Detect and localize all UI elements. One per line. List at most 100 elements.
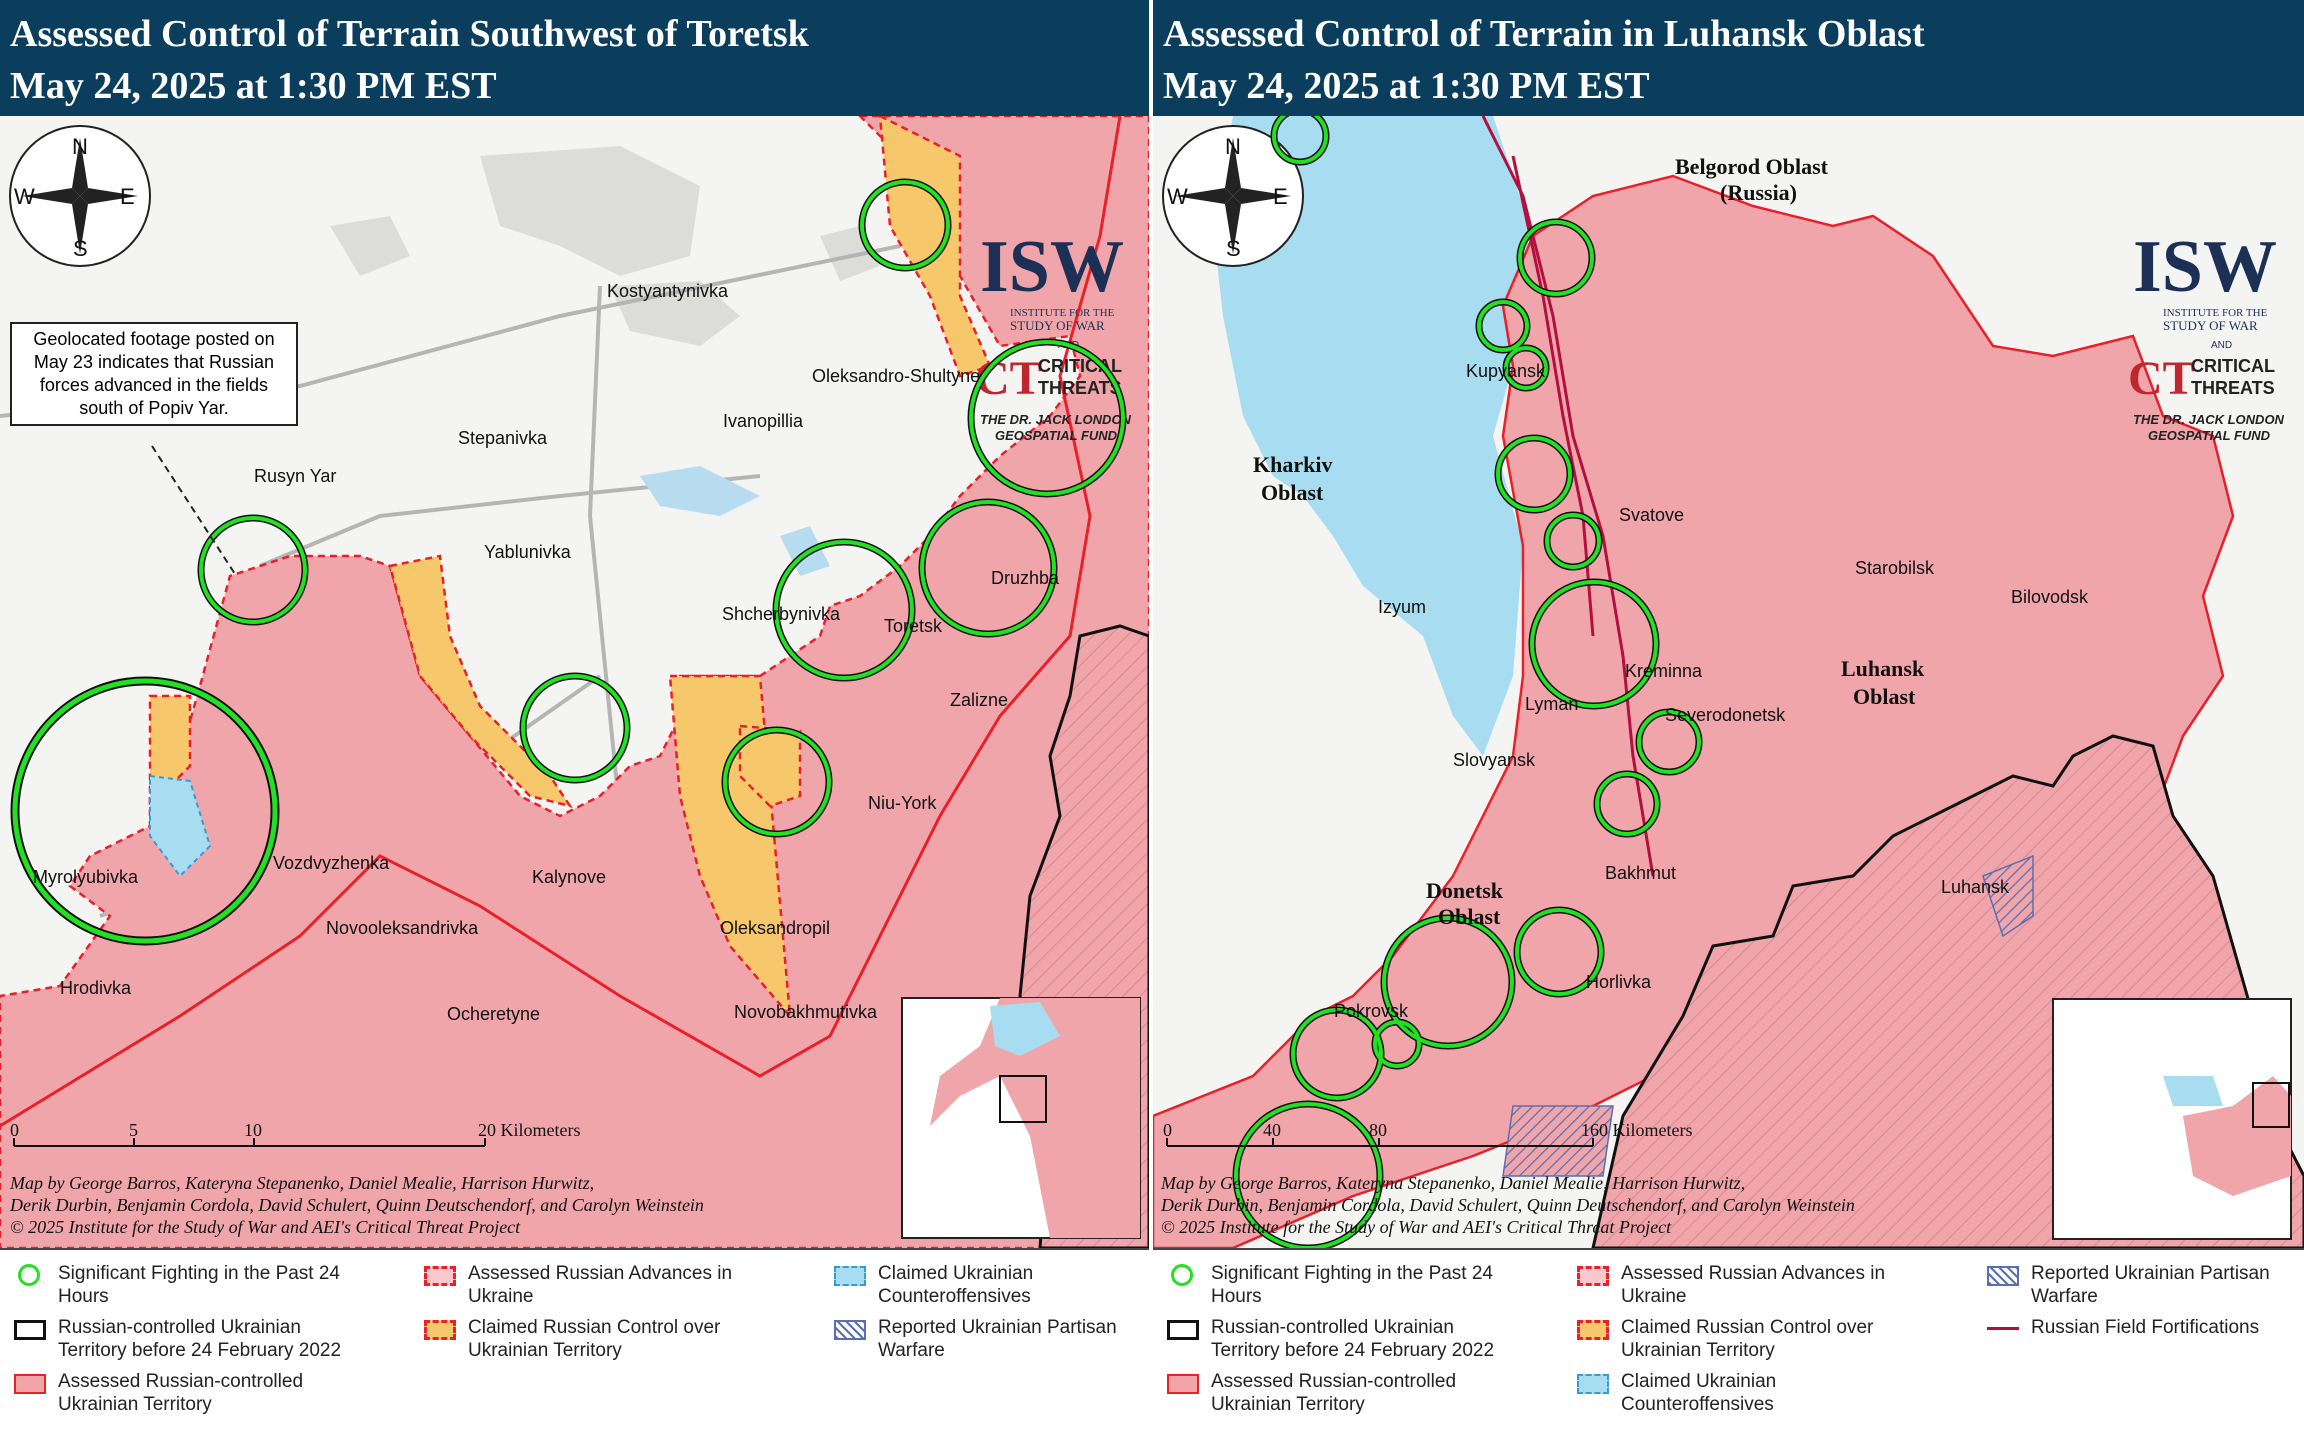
urban-areas <box>330 146 880 346</box>
fighting-ring <box>723 728 831 836</box>
label-druzhba: Druzhba <box>991 568 1060 588</box>
legend-swatch-fighting <box>1171 1264 1193 1286</box>
right-title-line1: Assessed Control of Terrain in Luhansk O… <box>1163 13 1925 55</box>
and-text: AND <box>2211 340 2232 351</box>
place-labels: Belgorod Oblast (Russia) Kupyansk Kharki… <box>1253 154 2089 1021</box>
legend-label-fortifications: Russian Field Fortifications <box>2031 1317 2260 1338</box>
fighting-ring <box>1637 710 1701 774</box>
right-map: N S W E ISW INSTITUTE FOR THE STUDY OF W… <box>1153 116 2304 1248</box>
scale-bar: 0 40 80 160 Kilometers <box>1163 1120 1692 1147</box>
label-oleksandro-shultyne: Oleksandro-Shultyne <box>812 366 980 386</box>
left-map: ISW INSTITUTE FOR THE STUDY OF WAR AND C… <box>0 116 1149 1248</box>
scale-40: 40 <box>1263 1120 1281 1140</box>
panel-divider <box>1149 0 1153 1440</box>
compass-rose: N S W E <box>9 125 151 267</box>
label-myrolyubivka: Myrolyubivka <box>33 867 139 887</box>
scale-80: 80 <box>1369 1120 1387 1140</box>
right-header: Assessed Control of Terrain in Luhansk O… <box>1153 0 2304 116</box>
legend-swatch-advances <box>424 1266 456 1286</box>
legend-item-fighting: Significant Fighting in the Past 24 Hour… <box>1171 1262 1511 1308</box>
scale-20: 20 Kilometers <box>478 1120 580 1140</box>
scale-0: 0 <box>10 1120 19 1140</box>
isw-logo-text: ISW <box>980 226 1124 308</box>
scale-0: 0 <box>1163 1120 1172 1140</box>
fighting-ring <box>521 674 629 782</box>
label-lyman: Lyman <box>1525 694 1578 714</box>
legend-swatch-partisan <box>834 1320 866 1340</box>
legend-item-counteroffensives: Claimed Ukrainian Counteroffensives <box>1577 1370 1921 1416</box>
label-novooleksandrivka: Novooleksandrivka <box>326 918 479 938</box>
label-niu-york: Niu-York <box>868 793 937 813</box>
fighting-ring <box>12 678 278 944</box>
legend-label-partisan: Reported Ukrainian Partisan Warfare <box>2031 1263 2270 1307</box>
fighting-ring <box>1496 436 1572 512</box>
right-title: Assessed Control of Terrain in Luhansk O… <box>1163 8 1925 112</box>
label-shcherbynivka: Shcherbynivka <box>722 604 841 624</box>
legend-item-partisan: Reported Ukrainian Partisan Warfare <box>1987 1262 2293 1308</box>
label-kreminna: Kreminna <box>1625 661 1703 681</box>
ukrainian-counteroffensive <box>149 774 212 878</box>
callout-leader-line <box>151 445 236 575</box>
scale-160: 160 Kilometers <box>1581 1120 1692 1140</box>
legend-label-partisan: Reported Ukrainian Partisan Warfare <box>878 1317 1117 1361</box>
fighting-ring <box>1545 513 1601 569</box>
map-credits: Map by George Barros, Kateryna Stepanenk… <box>1160 1173 1855 1237</box>
right-map-panel: Assessed Control of Terrain in Luhansk O… <box>1153 0 2304 1440</box>
legend-item-pre2022: Russian-controlled Ukrainian Territory b… <box>1167 1316 1511 1362</box>
scale-10: 10 <box>244 1120 262 1140</box>
isw-sub1: INSTITUTE FOR THE <box>2163 307 2268 319</box>
legend-item-advances: Assessed Russian Advances in Ukraine <box>1577 1262 1921 1308</box>
ct-sub2: THREATS <box>1038 378 1122 398</box>
fighting-ring <box>1291 1008 1383 1100</box>
legend-item-partisan: Reported Ukrainian Partisan Warfare <box>834 1316 1138 1362</box>
compass-w: W <box>1167 184 1188 209</box>
label-slovyansk: Slovyansk <box>1453 750 1536 770</box>
label-horlivka: Horlivka <box>1586 972 1652 992</box>
label-kupyansk: Kupyansk <box>1466 361 1546 381</box>
label-donetsk-oblast-1: Donetsk <box>1426 878 1504 903</box>
legend-item-claimed-control: Claimed Russian Control over Ukrainian T… <box>424 1316 768 1362</box>
compass-w: W <box>14 184 35 209</box>
compass-rose: N S W E <box>1162 125 1304 267</box>
legend-label-claimed-control: Claimed Russian Control over Ukrainian T… <box>1621 1317 1874 1361</box>
legend-swatch-pre2022 <box>1167 1320 1199 1340</box>
label-svatove: Svatove <box>1619 505 1684 525</box>
fighting-ring <box>1234 1102 1382 1248</box>
fund2: GEOSPATIAL FUND <box>2148 428 2271 443</box>
fortification-line <box>0 116 1122 1128</box>
fighting-ring <box>860 180 950 270</box>
ct-logo-text: CT <box>2128 352 2195 405</box>
label-toretsk: Toretsk <box>884 616 943 636</box>
legend-label-fighting: Significant Fighting in the Past 24 Hour… <box>58 1263 341 1307</box>
partisan-area <box>1502 1105 1614 1177</box>
label-belgorod: Belgorod Oblast <box>1675 154 1829 179</box>
isw-sub1: INSTITUTE FOR THE <box>1010 307 1115 319</box>
label-ocheretyne: Ocheretyne <box>447 1004 540 1024</box>
fortification-lines <box>1481 116 1655 877</box>
label-kharkiv-oblast-1: Kharkiv <box>1253 452 1332 477</box>
left-map-panel: Assessed Control of Terrain Southwest of… <box>0 0 1149 1440</box>
label-rusyn-yar: Rusyn Yar <box>254 466 336 486</box>
legend-swatch-russian-controlled <box>1167 1374 1199 1394</box>
legend-item-claimed-control: Claimed Russian Control over Ukrainian T… <box>1577 1316 1921 1362</box>
legend-swatch-russian-controlled <box>14 1374 46 1394</box>
legend-swatch-counteroffensives <box>1577 1374 1609 1394</box>
fighting-ring <box>199 516 307 624</box>
fighting-ring <box>1272 116 1328 164</box>
compass-s: S <box>73 236 88 261</box>
legend-label-pre2022: Russian-controlled Ukrainian Territory b… <box>1211 1317 1495 1361</box>
fighting-ring <box>1504 346 1548 390</box>
label-pokrovsk: Pokrovsk <box>1334 1001 1409 1021</box>
label-vozdvyzhenka: Vozdvyzhenka <box>273 853 390 873</box>
label-oleksandropil: Oleksandropil <box>720 918 830 938</box>
ct-sub2: THREATS <box>2191 378 2275 398</box>
fighting-ring <box>1373 1020 1421 1068</box>
label-luhansk: Luhansk <box>1941 877 2010 897</box>
legend-swatch-advances <box>1577 1266 1609 1286</box>
left-legend: Significant Fighting in the Past 24 Hour… <box>0 1248 1149 1440</box>
legend-item-counteroffensives: Claimed Ukrainian Counteroffensives <box>834 1262 1138 1308</box>
legend-item-russian-controlled: Assessed Russian-controlled Ukrainian Te… <box>1167 1370 1511 1416</box>
fund1: THE DR. JACK LONDON <box>980 412 1132 427</box>
fighting-ring <box>1518 220 1594 296</box>
right-legend: Significant Fighting in the Past 24 Hour… <box>1153 1248 2304 1440</box>
